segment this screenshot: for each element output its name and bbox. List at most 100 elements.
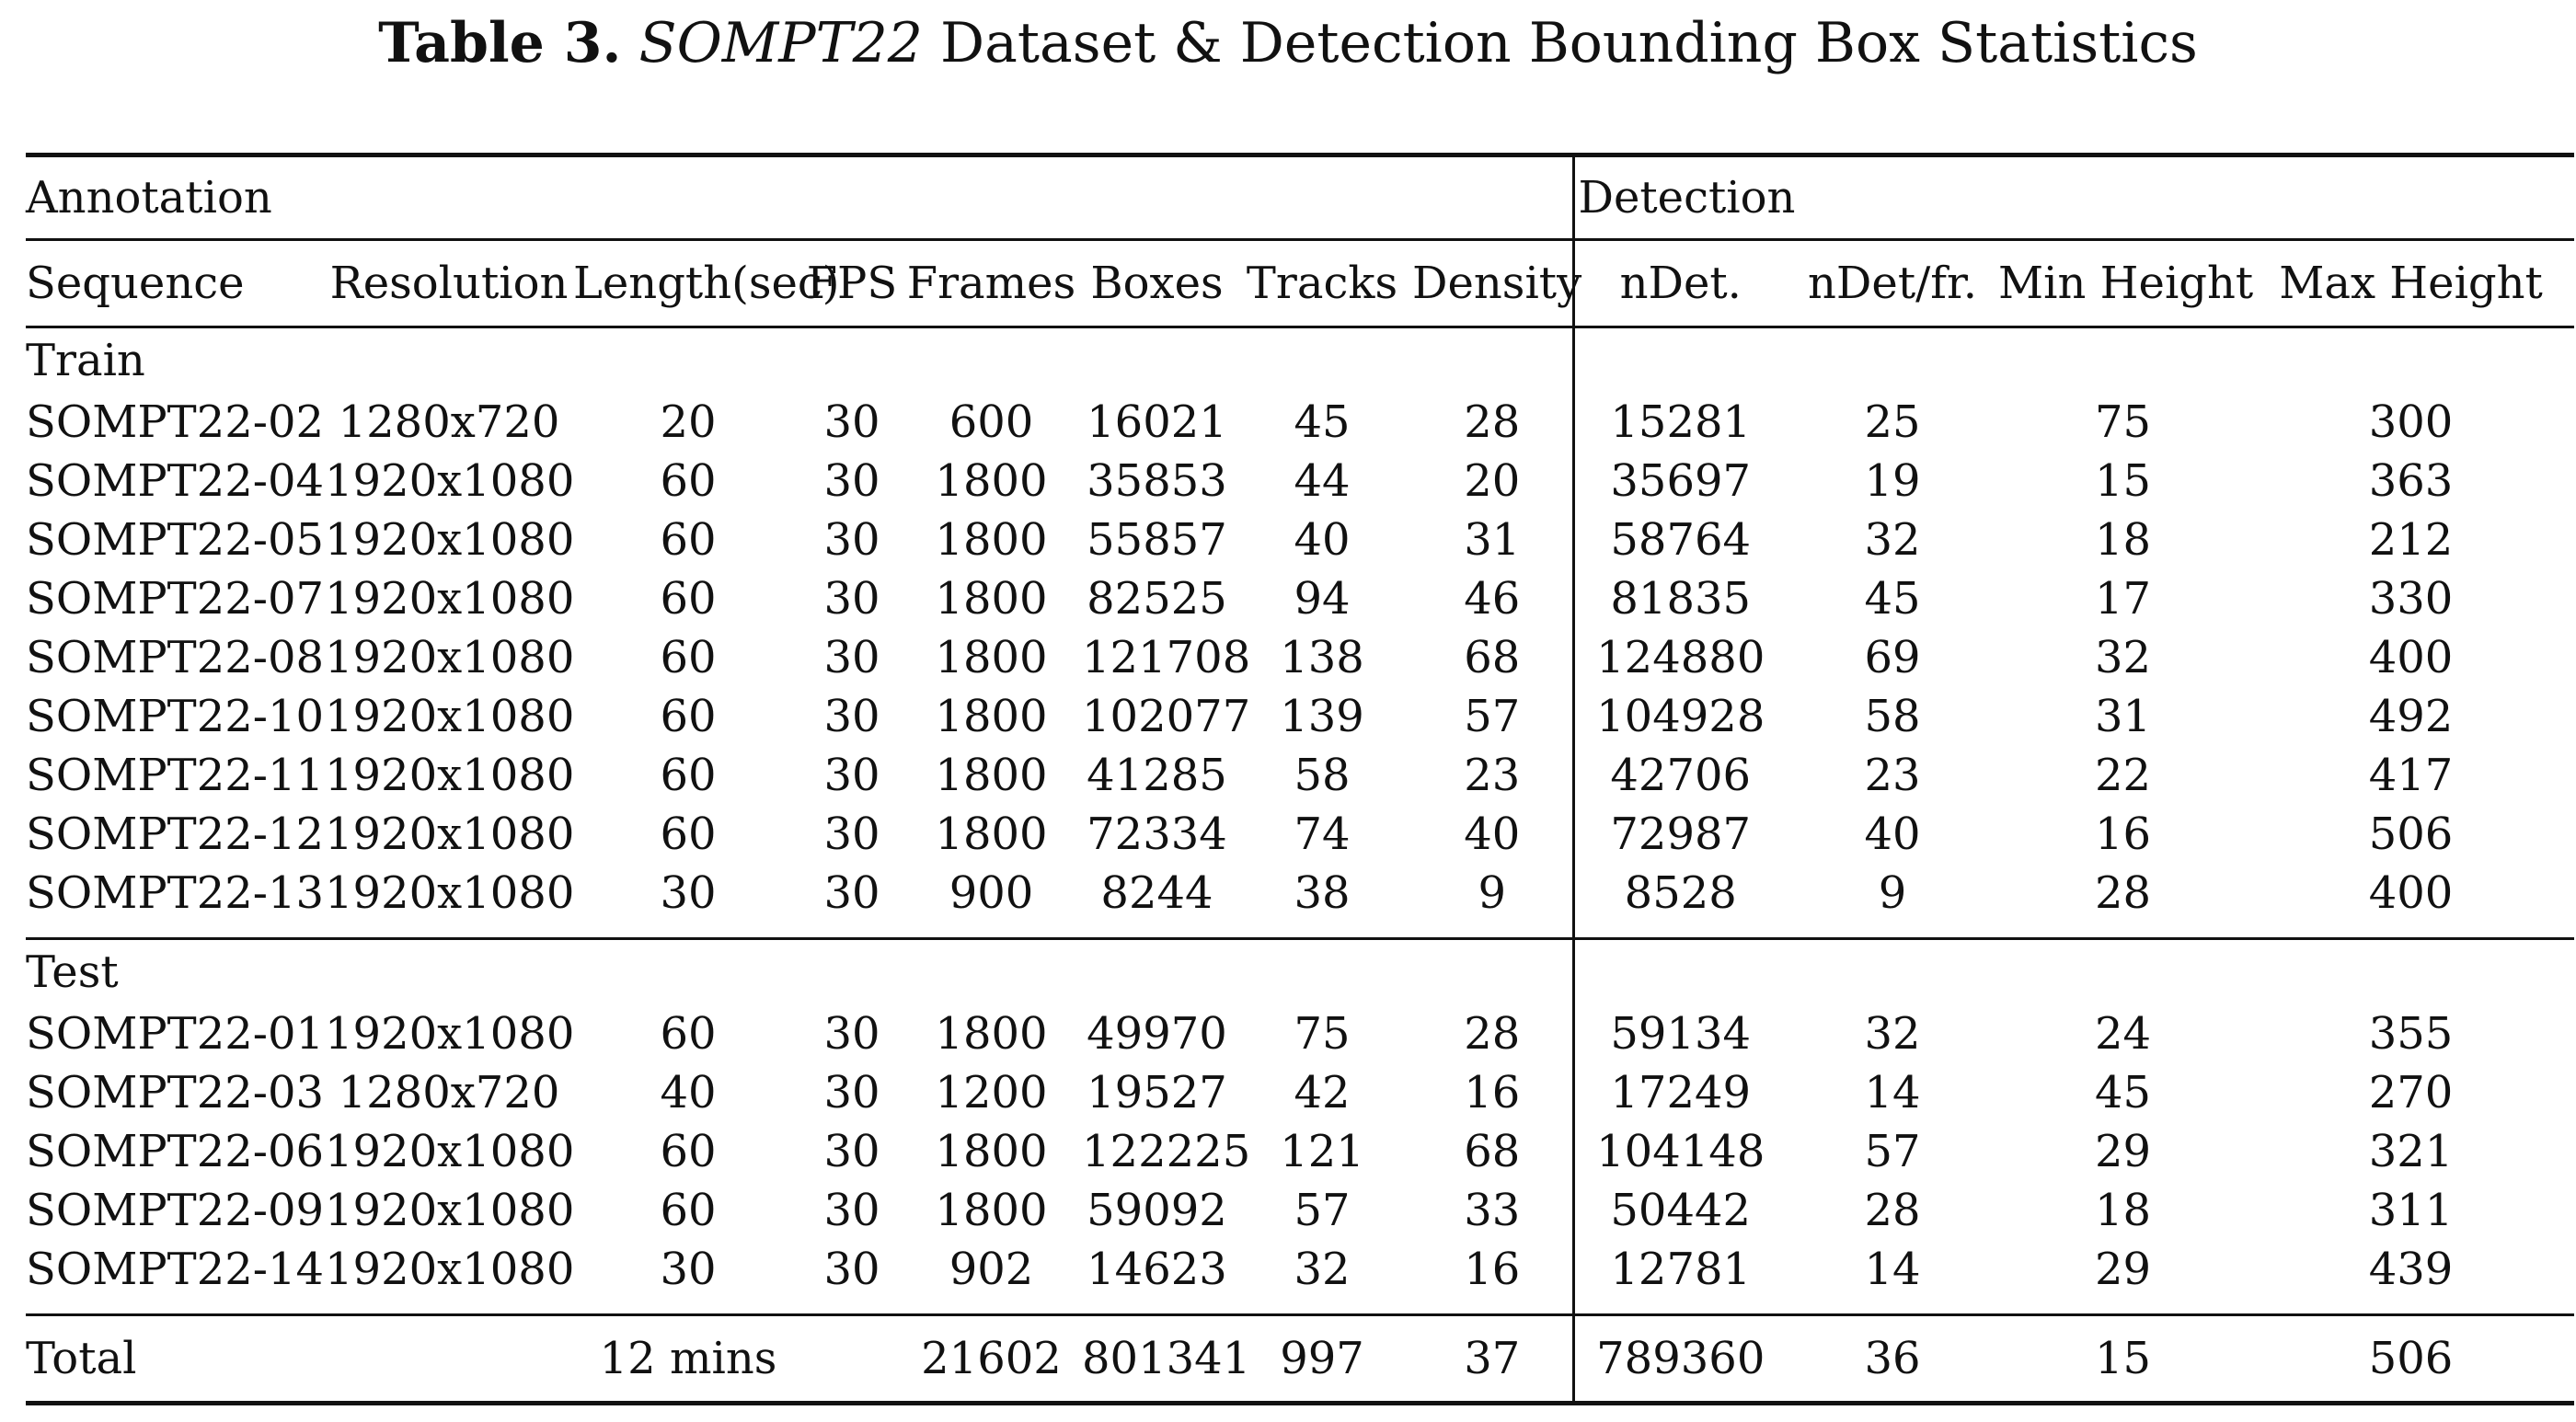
table-cell: 57 [1464,691,1521,742]
column-header: Length(sec) [573,238,840,327]
table-cell: 45 [2094,1067,2152,1118]
table-cell: 1920x1080 [325,1126,575,1177]
table-cell: 1920x1080 [325,691,575,742]
table-cell: 492 [2368,691,2454,742]
table-cell: 900 [949,867,1034,919]
table-cell: SOMPT22-08 [26,632,325,683]
table-row: SOMPT22-07 1920x1080 60 30 1800 82525 94 46 8183… [26,569,2574,628]
table-cell: 38 [1294,867,1351,919]
table-row: SOMPT22-02 1280x720 20 30 600 16021 45 28 15281 2… [26,393,2574,452]
table-cell: 22 [2094,750,2152,801]
table-cell: 60 [660,455,717,507]
table-cell: 68 [1464,1126,1521,1177]
column-header: Tracks [1232,238,1412,327]
table-cell: 17249 [1571,1063,1787,1122]
table-cell: 60 [660,1185,717,1236]
spacer-cell [26,923,1573,939]
table-cell: 121708 [1082,632,1251,683]
table-caption: Table 3. SOMPT22 Dataset & Detection Bou… [0,0,2576,87]
table-row: SOMPT22-04 1920x1080 60 30 1800 35853 44 20 3569… [26,452,2574,510]
table-cell: 1920x1080 [325,808,575,860]
table-row: SOMPT22-05 1920x1080 60 30 1800 55857 40 31 5876… [26,510,2574,569]
table-cell: 30 [660,867,717,919]
table-cell: 41285 [1087,750,1227,801]
table-cell: 58764 [1571,510,1787,569]
column-header: Boxes [1082,238,1232,327]
spacer-cell [26,1299,1573,1315]
table-row: SOMPT22-06 1920x1080 60 30 1800 122225 121 68 10… [26,1122,2574,1181]
table-cell: 45 [1294,396,1351,448]
table-cell: 9 [1878,867,1907,919]
table-cell: 321 [2368,1126,2454,1177]
total-cell: 12 mins [573,1313,803,1405]
table-cell: 46 [1464,573,1521,625]
table-cell: 15 [2094,455,2152,507]
table-cell: 60 [660,750,717,801]
table-cell: 31 [1464,514,1521,566]
table-cell: 28 [2094,867,2152,919]
table-cell: 30 [823,573,880,625]
table-cell: 20 [660,396,717,448]
total-cell: 36 [1787,1313,1998,1405]
table-cell: 49970 [1087,1008,1227,1060]
column-header: nDet. [1571,238,1787,327]
table-cell: 14 [1864,1067,1921,1118]
total-cell: Total [26,1313,325,1405]
table-cell: 30 [823,455,880,507]
table-cell: 40 [1294,514,1351,566]
table-cell: 30 [823,396,880,448]
table-cell: 30 [823,1185,880,1236]
caption-title: Dataset & Detection Bounding Box Statist… [940,11,2198,75]
table-cell: 29 [2094,1244,2152,1295]
table-cell: 29 [2094,1126,2152,1177]
table-cell: 16 [2094,808,2152,860]
table-cell: 1800 [935,1185,1048,1236]
table-cell: 19527 [1087,1067,1227,1118]
table-cell: 30 [823,1126,880,1177]
total-cell: 997 [1232,1313,1412,1405]
table-cell: 60 [660,1126,717,1177]
table-cell: 1800 [935,808,1048,860]
section-header-row: Test [26,937,2575,1004]
column-header: nDet/fr. [1787,238,1998,327]
table-cell: SOMPT22-01 [26,1008,325,1060]
table-cell: 20 [1464,455,1521,507]
total-cell: 37 [1412,1313,1573,1405]
column-header: Resolution [325,238,573,327]
table-cell: 1920x1080 [325,632,575,683]
table-cell: 104928 [1571,687,1787,746]
table-cell: 55857 [1087,514,1227,566]
total-cell: 15 [1998,1313,2248,1405]
total-cell [325,1313,573,1405]
section-label: Train [26,326,1573,393]
column-header: FPS [803,238,901,327]
table-cell: 18 [2094,514,2152,566]
table-cell: 40 [660,1067,717,1118]
table-cell: 75 [1294,1008,1351,1060]
table-row: SOMPT22-01 1920x1080 60 30 1800 49970 75 28 5913… [26,1004,2574,1063]
section-detection-spacer [1571,937,2575,1004]
table-cell: 18 [2094,1185,2152,1236]
table-cell: 300 [2368,396,2454,448]
table-cell: 102077 [1082,691,1251,742]
table-cell: 212 [2368,514,2454,566]
table-cell: 33 [1464,1185,1521,1236]
table-cell: 57 [1294,1185,1351,1236]
column-header: Frames [901,238,1082,327]
table-cell: 1200 [935,1067,1048,1118]
table-cell: 74 [1294,808,1351,860]
table-cell: 94 [1294,573,1351,625]
table-cell: 16 [1464,1244,1521,1295]
table-cell: 60 [660,691,717,742]
table-cell: 35697 [1571,452,1787,510]
table-cell: 14623 [1087,1244,1227,1295]
table-cell: 1280x720 [338,396,560,448]
table-cell: SOMPT22-02 [26,396,325,448]
table-cell: 12781 [1571,1240,1787,1299]
table-cell: 138 [1280,632,1364,683]
table-cell: SOMPT22-10 [26,691,325,742]
table-cell: 1920x1080 [325,573,575,625]
table-cell: 124880 [1571,628,1787,687]
table-cell: 35853 [1087,455,1227,507]
column-header-row: Sequence Resolution Length(sec) FPS Frames Bo… [26,238,2575,327]
